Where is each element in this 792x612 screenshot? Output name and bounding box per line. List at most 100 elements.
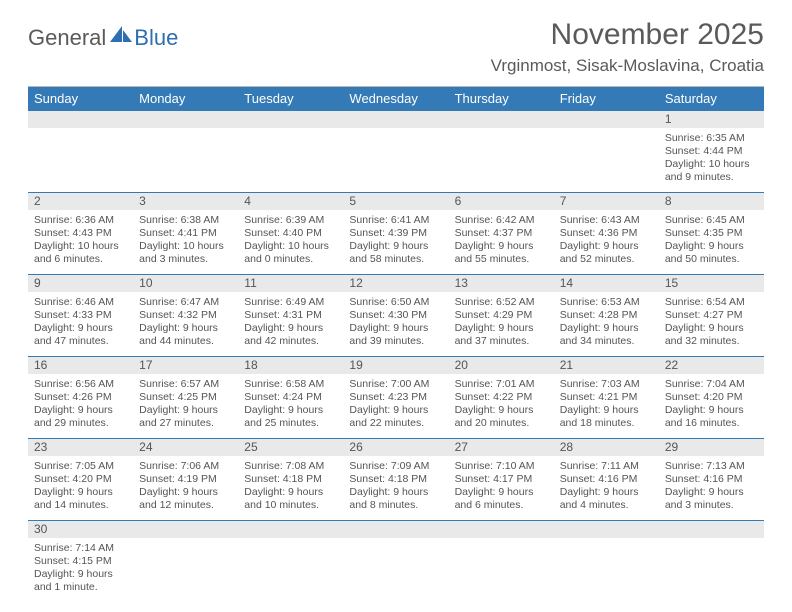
info-line: Sunrise: 7:09 AM [349, 460, 442, 473]
info-line: Sunset: 4:41 PM [139, 227, 232, 240]
info-line: Daylight: 9 hours [665, 404, 758, 417]
info-line: and 3 minutes. [665, 499, 758, 512]
info-line: Daylight: 9 hours [139, 404, 232, 417]
info-line: Sunset: 4:28 PM [560, 309, 653, 322]
info-line: Sunrise: 6:50 AM [349, 296, 442, 309]
info-line: and 10 minutes. [244, 499, 337, 512]
day-number: 21 [554, 357, 659, 374]
weekday-fri: Friday [554, 87, 659, 111]
info-line: Sunrise: 6:52 AM [455, 296, 548, 309]
day-cell: Sunrise: 6:53 AMSunset: 4:28 PMDaylight:… [554, 292, 659, 356]
info-line: Sunset: 4:31 PM [244, 309, 337, 322]
day-number [554, 111, 659, 128]
info-line: Sunrise: 6:35 AM [665, 132, 758, 145]
day-number: 4 [238, 193, 343, 210]
day-number: 3 [133, 193, 238, 210]
day-cell: Sunrise: 6:52 AMSunset: 4:29 PMDaylight:… [449, 292, 554, 356]
info-line: and 44 minutes. [139, 335, 232, 348]
day-number: 30 [28, 521, 133, 538]
day-cell [554, 538, 659, 602]
day-number: 1 [659, 111, 764, 128]
day-cell: Sunrise: 6:41 AMSunset: 4:39 PMDaylight:… [343, 210, 448, 274]
day-info: Sunrise: 6:43 AMSunset: 4:36 PMDaylight:… [558, 212, 655, 269]
info-line: Sunrise: 6:45 AM [665, 214, 758, 227]
info-line: Sunset: 4:43 PM [34, 227, 127, 240]
day-number [343, 521, 448, 538]
day-number: 13 [449, 275, 554, 292]
info-line: Daylight: 9 hours [34, 568, 127, 581]
day-cell [28, 128, 133, 192]
brand-logo: General Blue [28, 18, 178, 51]
info-line: Sunset: 4:23 PM [349, 391, 442, 404]
info-line: Daylight: 10 hours [139, 240, 232, 253]
info-line: and 16 minutes. [665, 417, 758, 430]
day-info: Sunrise: 6:58 AMSunset: 4:24 PMDaylight:… [242, 376, 339, 433]
day-info: Sunrise: 7:13 AMSunset: 4:16 PMDaylight:… [663, 458, 760, 515]
week-row: Sunrise: 7:14 AMSunset: 4:15 PMDaylight:… [28, 538, 764, 602]
info-line: and 8 minutes. [349, 499, 442, 512]
weekday-mon: Monday [133, 87, 238, 111]
weekday-sun: Sunday [28, 87, 133, 111]
info-line: and 6 minutes. [455, 499, 548, 512]
info-line: Daylight: 9 hours [455, 486, 548, 499]
info-line: and 32 minutes. [665, 335, 758, 348]
day-info: Sunrise: 7:09 AMSunset: 4:18 PMDaylight:… [347, 458, 444, 515]
daynum-row: 1 [28, 111, 764, 128]
info-line: Daylight: 9 hours [560, 240, 653, 253]
info-line: Sunset: 4:39 PM [349, 227, 442, 240]
day-cell: Sunrise: 6:54 AMSunset: 4:27 PMDaylight:… [659, 292, 764, 356]
info-line: and 47 minutes. [34, 335, 127, 348]
day-number [343, 111, 448, 128]
day-number: 8 [659, 193, 764, 210]
info-line: Daylight: 9 hours [665, 486, 758, 499]
day-number: 5 [343, 193, 448, 210]
info-line: Daylight: 9 hours [560, 404, 653, 417]
day-cell: Sunrise: 7:09 AMSunset: 4:18 PMDaylight:… [343, 456, 448, 520]
info-line: Sunset: 4:29 PM [455, 309, 548, 322]
info-line: and 12 minutes. [139, 499, 232, 512]
info-line: Daylight: 9 hours [34, 322, 127, 335]
day-cell: Sunrise: 7:03 AMSunset: 4:21 PMDaylight:… [554, 374, 659, 438]
day-number: 24 [133, 439, 238, 456]
info-line: and 1 minute. [34, 581, 127, 594]
info-line: Sunrise: 7:01 AM [455, 378, 548, 391]
day-cell: Sunrise: 6:39 AMSunset: 4:40 PMDaylight:… [238, 210, 343, 274]
header: General Blue November 2025 Vrginmost, Si… [28, 18, 764, 76]
day-number [659, 521, 764, 538]
day-info: Sunrise: 6:42 AMSunset: 4:37 PMDaylight:… [453, 212, 550, 269]
info-line: Sunrise: 6:46 AM [34, 296, 127, 309]
info-line: and 42 minutes. [244, 335, 337, 348]
day-info: Sunrise: 6:52 AMSunset: 4:29 PMDaylight:… [453, 294, 550, 351]
info-line: Sunrise: 7:06 AM [139, 460, 232, 473]
day-number: 15 [659, 275, 764, 292]
info-line: Daylight: 9 hours [665, 322, 758, 335]
day-info: Sunrise: 7:04 AMSunset: 4:20 PMDaylight:… [663, 376, 760, 433]
day-number [449, 521, 554, 538]
info-line: Daylight: 9 hours [244, 404, 337, 417]
info-line: Sunset: 4:40 PM [244, 227, 337, 240]
day-info: Sunrise: 7:14 AMSunset: 4:15 PMDaylight:… [32, 540, 129, 597]
info-line: Sunset: 4:19 PM [139, 473, 232, 486]
day-number: 25 [238, 439, 343, 456]
info-line: Sunrise: 7:04 AM [665, 378, 758, 391]
day-cell: Sunrise: 6:38 AMSunset: 4:41 PMDaylight:… [133, 210, 238, 274]
info-line: Sunrise: 6:53 AM [560, 296, 653, 309]
info-line: Sunset: 4:33 PM [34, 309, 127, 322]
weekday-sat: Saturday [659, 87, 764, 111]
day-info: Sunrise: 6:38 AMSunset: 4:41 PMDaylight:… [137, 212, 234, 269]
day-info: Sunrise: 6:56 AMSunset: 4:26 PMDaylight:… [32, 376, 129, 433]
info-line: and 6 minutes. [34, 253, 127, 266]
weekday-thu: Thursday [449, 87, 554, 111]
info-line: and 52 minutes. [560, 253, 653, 266]
info-line: Sunrise: 7:11 AM [560, 460, 653, 473]
daynum-row: 9101112131415 [28, 275, 764, 292]
day-number: 27 [449, 439, 554, 456]
info-line: and 27 minutes. [139, 417, 232, 430]
day-number: 2 [28, 193, 133, 210]
day-info: Sunrise: 7:11 AMSunset: 4:16 PMDaylight:… [558, 458, 655, 515]
info-line: Daylight: 9 hours [349, 486, 442, 499]
info-line: Daylight: 9 hours [560, 486, 653, 499]
day-info: Sunrise: 6:36 AMSunset: 4:43 PMDaylight:… [32, 212, 129, 269]
day-number: 14 [554, 275, 659, 292]
info-line: Sunset: 4:16 PM [665, 473, 758, 486]
